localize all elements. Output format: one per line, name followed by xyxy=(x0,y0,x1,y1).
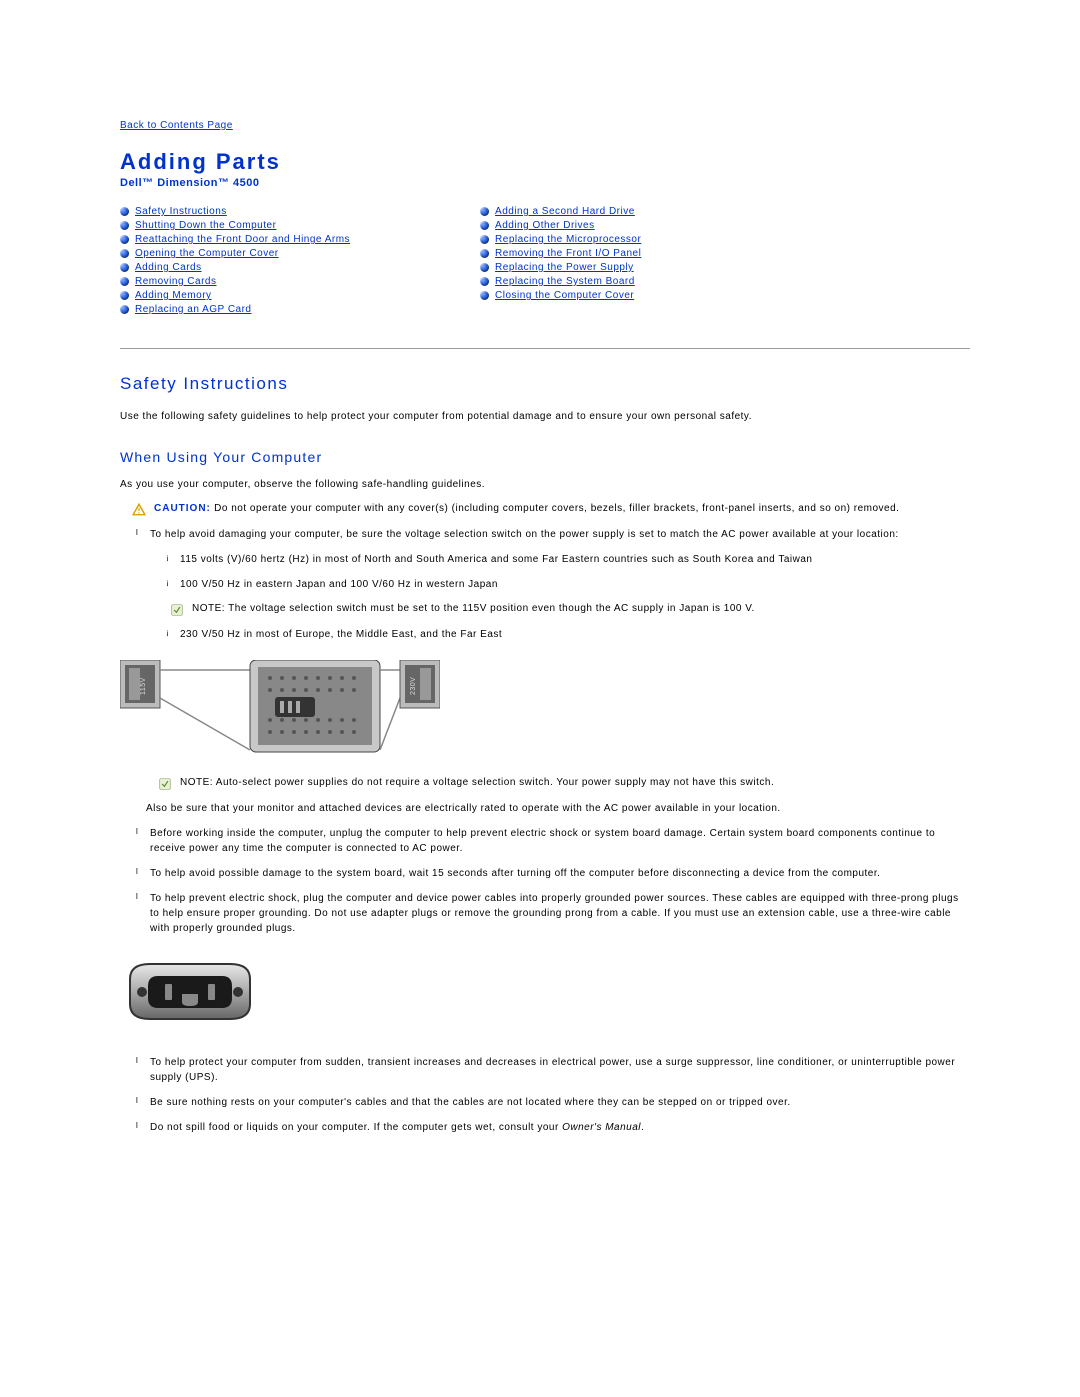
list-item: Do not spill food or liquids on your com… xyxy=(150,1120,970,1135)
toc-link[interactable]: Adding a Second Hard Drive xyxy=(495,206,635,217)
toc-link[interactable]: Replacing the Power Supply xyxy=(495,262,634,273)
bullet-icon xyxy=(480,235,489,244)
sub-list-item: 230 V/50 Hz in most of Europe, the Middl… xyxy=(180,627,970,642)
note-body: The voltage selection switch must be set… xyxy=(225,603,755,614)
bullet-icon xyxy=(480,277,489,286)
table-of-contents: Safety Instructions Shutting Down the Co… xyxy=(120,203,970,318)
bullet-icon xyxy=(120,221,129,230)
page-title: Adding Parts xyxy=(120,149,970,175)
list-item: To help avoid damaging your computer, be… xyxy=(150,527,970,642)
bullet-icon xyxy=(120,207,129,216)
when-using-heading: When Using Your Computer xyxy=(120,449,970,465)
toc-link[interactable]: Adding Memory xyxy=(135,290,212,301)
list-item: Be sure nothing rests on your computer's… xyxy=(150,1095,970,1110)
safety-intro-text: Use the following safety guidelines to h… xyxy=(120,409,970,424)
toc-link[interactable]: Safety Instructions xyxy=(135,206,227,217)
toc-link[interactable]: Adding Cards xyxy=(135,262,202,273)
voltage-switch-figure: 115V 230V xyxy=(120,660,970,758)
bullet-icon xyxy=(120,249,129,258)
list-item: To help avoid possible damage to the sys… xyxy=(150,866,970,881)
toc-link[interactable]: Adding Other Drives xyxy=(495,220,595,231)
toc-link[interactable]: Reattaching the Front Door and Hinge Arm… xyxy=(135,234,350,245)
toc-link[interactable]: Removing Cards xyxy=(135,276,216,287)
note-icon xyxy=(170,603,184,617)
bullet-icon xyxy=(120,277,129,286)
toc-link[interactable]: Replacing the Microprocessor xyxy=(495,234,641,245)
bullet-icon xyxy=(480,221,489,230)
toc-right-column: Adding a Second Hard Drive Adding Other … xyxy=(480,203,641,318)
bullet-icon xyxy=(480,207,489,216)
toc-left-column: Safety Instructions Shutting Down the Co… xyxy=(120,203,350,318)
caution-label: CAUTION: xyxy=(154,503,211,514)
note-icon xyxy=(158,777,172,791)
bullet-icon xyxy=(480,249,489,258)
bullet-icon xyxy=(120,291,129,300)
toc-link[interactable]: Replacing the System Board xyxy=(495,276,635,287)
bullet-icon xyxy=(120,235,129,244)
list-item: Before working inside the computer, unpl… xyxy=(150,826,970,856)
note-block: NOTE: Auto-select power supplies do not … xyxy=(158,776,970,791)
toc-link[interactable]: Replacing an AGP Card xyxy=(135,304,252,315)
product-subtitle: Dell™ Dimension™ 4500 xyxy=(120,177,970,189)
note-block: NOTE: The voltage selection switch must … xyxy=(170,602,970,617)
toc-link[interactable]: Removing the Front I/O Panel xyxy=(495,248,641,259)
bullet-icon xyxy=(480,263,489,272)
sub-list-item: 100 V/50 Hz in eastern Japan and 100 V/6… xyxy=(180,577,970,592)
note-label: NOTE: xyxy=(192,603,225,614)
caution-body: Do not operate your computer with any co… xyxy=(211,503,900,514)
bullet-icon xyxy=(120,263,129,272)
body-text: Also be sure that your monitor and attac… xyxy=(146,801,970,816)
bullet-icon xyxy=(480,291,489,300)
list-item: To help protect your computer from sudde… xyxy=(150,1055,970,1085)
note-label: NOTE: xyxy=(180,777,213,788)
sub-list-item: 115 volts (V)/60 hertz (Hz) in most of N… xyxy=(180,552,970,567)
power-socket-figure xyxy=(120,954,970,1037)
caution-block: CAUTION: Do not operate your computer wi… xyxy=(132,502,970,517)
toc-link[interactable]: Closing the Computer Cover xyxy=(495,290,634,301)
toc-link[interactable]: Opening the Computer Cover xyxy=(135,248,279,259)
when-using-intro: As you use your computer, observe the fo… xyxy=(120,477,970,492)
toc-link[interactable]: Shutting Down the Computer xyxy=(135,220,276,231)
bullet-icon xyxy=(120,305,129,314)
svg-text:230V: 230V xyxy=(410,677,417,695)
caution-icon xyxy=(132,503,146,517)
list-item: To help prevent electric shock, plug the… xyxy=(150,891,970,936)
note-body: Auto-select power supplies do not requir… xyxy=(213,777,774,788)
svg-text:115V: 115V xyxy=(140,677,147,695)
back-to-contents-link[interactable]: Back to Contents Page xyxy=(120,120,233,131)
safety-instructions-heading: Safety Instructions xyxy=(120,374,970,394)
divider xyxy=(120,348,970,349)
